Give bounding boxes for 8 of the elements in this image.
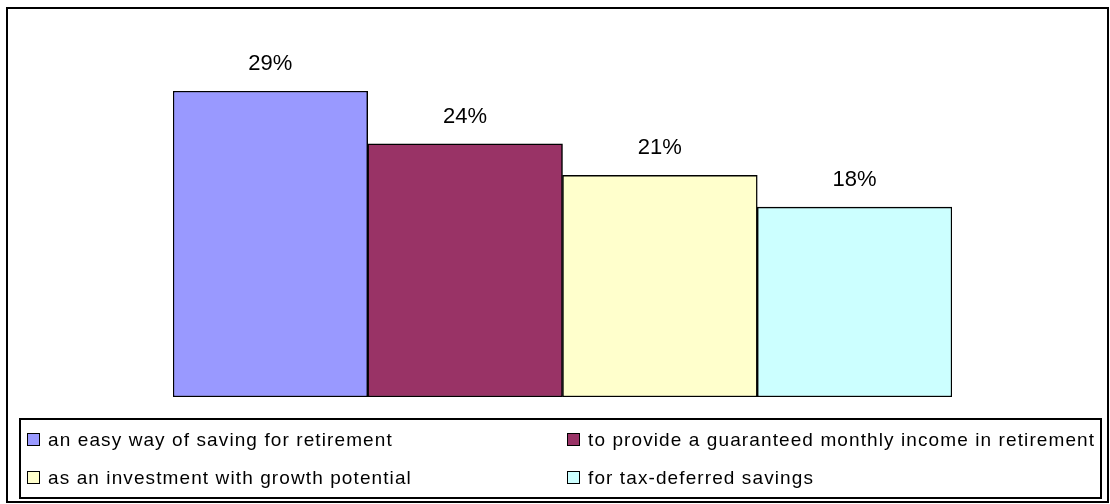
data-label: 18% — [832, 166, 877, 192]
data-label: 21% — [637, 134, 682, 160]
data-label: 24% — [443, 102, 488, 128]
legend-label: an easy way of saving for retirement — [48, 428, 393, 451]
legend-label: as an investment with growth potential — [48, 466, 412, 489]
legend-label: for tax-deferred savings — [588, 466, 814, 489]
data-label: 29% — [248, 50, 293, 76]
legend-label: to provide a guaranteed monthly income in retirement — [588, 428, 1096, 451]
